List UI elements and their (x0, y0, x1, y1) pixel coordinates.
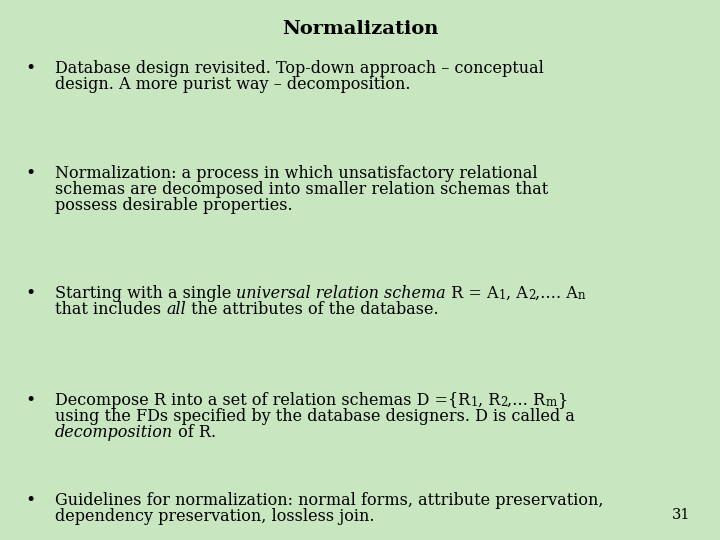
Text: •: • (25, 60, 35, 77)
Text: , R: , R (477, 392, 500, 409)
Text: design. A more purist way – decomposition.: design. A more purist way – decompositio… (55, 76, 410, 93)
Text: ,…. A: ,…. A (535, 285, 578, 302)
Text: 2: 2 (528, 289, 535, 302)
Text: Normalization: Normalization (282, 20, 438, 38)
Text: •: • (25, 392, 35, 409)
Text: using the FDs specified by the database designers. D is called a: using the FDs specified by the database … (55, 408, 575, 425)
Text: 1: 1 (499, 289, 506, 302)
Text: of R.: of R. (173, 424, 216, 441)
Text: all: all (166, 301, 186, 318)
Text: Normalization: a process in which unsatisfactory relational: Normalization: a process in which unsati… (55, 165, 538, 182)
Text: }: } (557, 392, 567, 409)
Text: dependency preservation, lossless join.: dependency preservation, lossless join. (55, 508, 374, 525)
Text: decomposition: decomposition (55, 424, 173, 441)
Text: universal relation schema: universal relation schema (236, 285, 446, 302)
Text: •: • (25, 285, 35, 302)
Text: n: n (578, 289, 585, 302)
Text: schemas are decomposed into smaller relation schemas that: schemas are decomposed into smaller rela… (55, 181, 548, 198)
Text: the attributes of the database.: the attributes of the database. (186, 301, 438, 318)
Text: Database design revisited. Top-down approach – conceptual: Database design revisited. Top-down appr… (55, 60, 544, 77)
Text: possess desirable properties.: possess desirable properties. (55, 197, 292, 214)
Text: •: • (25, 492, 35, 509)
Text: •: • (25, 165, 35, 182)
Text: 31: 31 (672, 508, 690, 522)
Text: , A: , A (506, 285, 528, 302)
Text: 2: 2 (500, 396, 508, 409)
Text: m: m (546, 396, 557, 409)
Text: Starting with a single: Starting with a single (55, 285, 236, 302)
Text: 1: 1 (470, 396, 477, 409)
Text: Decompose R into a set of relation schemas D ={R: Decompose R into a set of relation schem… (55, 392, 470, 409)
Text: that includes: that includes (55, 301, 166, 318)
Text: R = A: R = A (446, 285, 499, 302)
Text: ,… R: ,… R (508, 392, 546, 409)
Text: Guidelines for normalization: normal forms, attribute preservation,: Guidelines for normalization: normal for… (55, 492, 603, 509)
